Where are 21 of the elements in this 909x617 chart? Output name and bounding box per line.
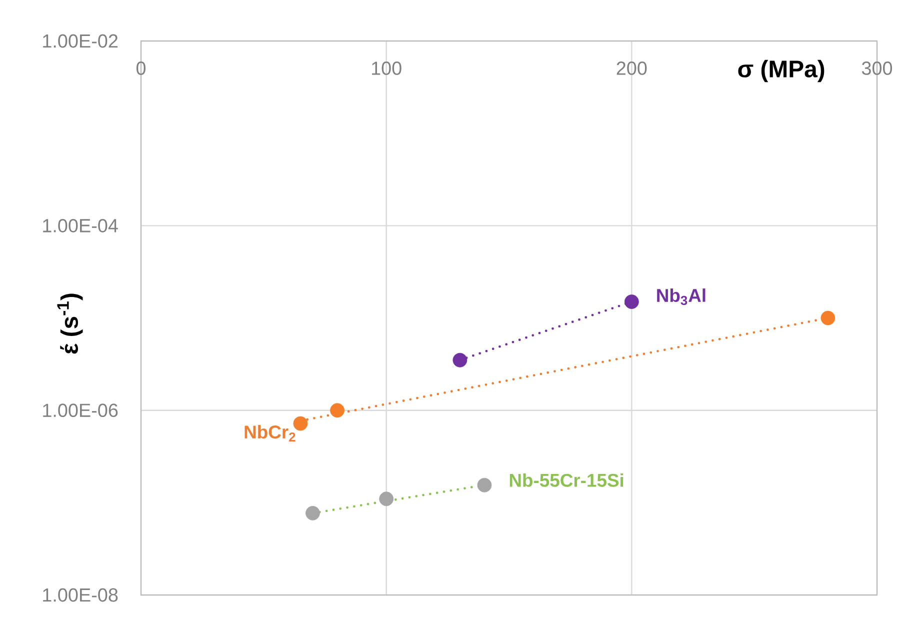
series-label: NbCr$_{2}$ bbox=[244, 425, 296, 442]
y-tick-label: 1.00E-08 bbox=[43, 588, 118, 602]
series-label: Nb$_{3}$Al bbox=[657, 288, 706, 306]
x-tick-label: 200 bbox=[616, 62, 647, 75]
point bbox=[452, 352, 468, 368]
point bbox=[820, 310, 836, 326]
x-tick-label: 100 bbox=[372, 62, 402, 75]
point bbox=[477, 478, 492, 492]
point bbox=[306, 506, 320, 520]
y-tick-label: 1.00E-06 bbox=[43, 404, 118, 418]
x-axis-title: σ (MPa) bbox=[738, 60, 824, 82]
point bbox=[330, 403, 344, 418]
y-tick-label: 1.00E-04 bbox=[43, 218, 118, 232]
point bbox=[624, 294, 639, 309]
x-tick-label: 0 bbox=[136, 62, 146, 75]
point bbox=[293, 416, 308, 431]
x-tick-label: 300 bbox=[862, 62, 892, 75]
y-tick-label: 1.00E-02 bbox=[43, 34, 118, 48]
series-label: Nb-55Cr-15Si bbox=[510, 473, 624, 487]
y-axis-title: έ (s$^{-1}$) bbox=[57, 294, 83, 354]
point bbox=[379, 492, 394, 506]
